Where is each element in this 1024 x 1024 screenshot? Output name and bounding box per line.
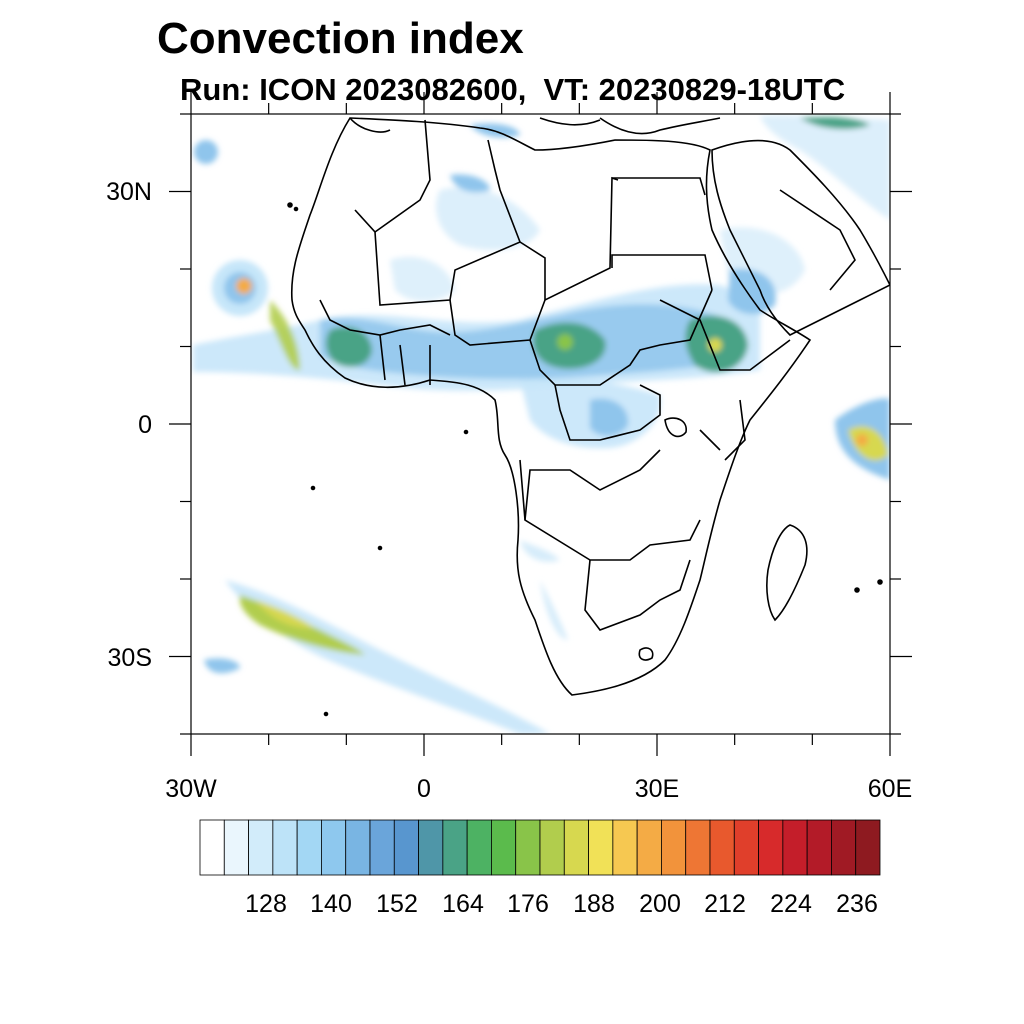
colorbar-swatch (636, 819, 662, 876)
colorbar-swatch (709, 819, 735, 876)
colorbar-swatch (393, 819, 419, 876)
colorbar-label: 164 (442, 890, 484, 918)
colorbar-swatch (733, 819, 759, 876)
colorbar-swatch (369, 819, 395, 876)
lon-label-30e: 30E (635, 775, 679, 803)
lat-label-0: 0 (138, 411, 152, 439)
axis-ticks (169, 92, 912, 756)
colorbar-swatch (418, 819, 444, 876)
colorbar-swatch (806, 819, 832, 876)
colorbar-swatch (223, 819, 249, 876)
chart-subtitle: Run: ICON 2023082600, VT: 20230829-18UTC (180, 72, 846, 107)
colorbar (199, 819, 881, 876)
colorbar-swatch (515, 819, 541, 876)
colorbar-label: 188 (573, 890, 615, 918)
colorbar-swatch (782, 819, 808, 876)
colorbar-swatch (758, 819, 784, 876)
colorbar-swatch (855, 819, 881, 876)
colorbar-swatch (831, 819, 857, 876)
colorbar-swatch (563, 819, 589, 876)
colorbar-swatch (296, 819, 322, 876)
colorbar-swatch (442, 819, 468, 876)
colorbar-swatch (685, 819, 711, 876)
coastlines (287, 117, 890, 717)
lon-label-60e: 60E (868, 775, 912, 803)
colorbar-label: 152 (376, 890, 418, 918)
colorbar-label: 128 (245, 890, 287, 918)
colorbar-swatch (272, 819, 298, 876)
colorbar-labels: 128 140 152 164 176 188 200 212 224 236 (245, 890, 878, 918)
colorbar-swatch (466, 819, 492, 876)
lon-label-0: 0 (417, 775, 431, 803)
colorbar-label: 200 (639, 890, 681, 918)
colorbar-label: 236 (836, 890, 878, 918)
colorbar-swatch (661, 819, 687, 876)
colorbar-swatch (248, 819, 274, 876)
colorbar-label: 224 (770, 890, 812, 918)
colorbar-swatch (199, 819, 225, 876)
lon-label-30w: 30W (165, 775, 217, 803)
lat-label-30s: 30S (108, 644, 152, 672)
colorbar-swatch (491, 819, 517, 876)
colorbar-label: 140 (310, 890, 352, 918)
chart-title: Convection index (157, 14, 524, 63)
lat-label-30n: 30N (106, 178, 152, 206)
colorbar-swatch (345, 819, 371, 876)
colorbar-swatch (321, 819, 347, 876)
colorbar-label: 212 (704, 890, 746, 918)
convection-field (193, 115, 890, 734)
colorbar-swatch (588, 819, 614, 876)
colorbar-label: 176 (507, 890, 549, 918)
colorbar-swatch (539, 819, 565, 876)
colorbar-swatch (612, 819, 638, 876)
